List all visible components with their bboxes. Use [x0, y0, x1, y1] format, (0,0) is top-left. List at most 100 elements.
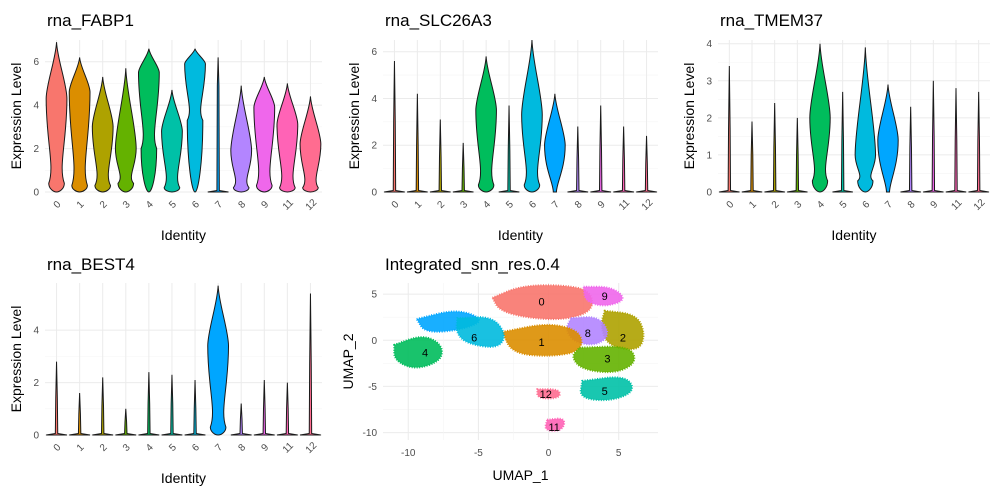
x-tick-label: 0: [390, 199, 402, 211]
violin-9: [253, 76, 276, 193]
violin-4: [475, 56, 497, 193]
y-axis-label: Expression Level: [346, 63, 362, 170]
violin-5: [161, 89, 183, 193]
violin-6: [184, 379, 206, 436]
violin-2: [91, 76, 114, 193]
violin-5: [832, 91, 853, 193]
y-tick-label: 2: [33, 144, 39, 155]
panel-4: Integrated_snn_res.0.4-10-505-10 -5 0 501 23…: [340, 255, 658, 483]
x-tick-label: 7: [213, 199, 225, 211]
x-tick-label: 5: [167, 442, 179, 454]
cluster-cloud-6: [455, 316, 505, 348]
y-tick-label: 4: [706, 39, 712, 50]
violin-12: [636, 135, 657, 193]
x-tick-label: 12: [304, 197, 320, 213]
violin-0: [46, 361, 68, 436]
x-tick-label: 12: [972, 197, 988, 213]
violin-12: [299, 96, 322, 193]
cluster-cloud-3: [572, 345, 636, 374]
violin-4: [137, 48, 160, 193]
x-tick-label: 6: [861, 199, 873, 211]
x-axis-label: Identity: [161, 227, 206, 243]
x-tick-label: 6: [527, 199, 539, 211]
y-tick-label: 3: [706, 76, 712, 87]
cluster-label: 0: [538, 296, 544, 308]
x-tick-label: 8: [573, 199, 585, 211]
violin-8: [567, 126, 589, 193]
cluster-label: 12: [540, 389, 552, 401]
x-tick-label: 9: [259, 199, 271, 211]
x-tick-label: 1: [75, 199, 87, 211]
cluster-label: 8: [585, 328, 591, 340]
x-tick-label: 12: [640, 197, 656, 213]
x-tick-label: 4: [144, 199, 156, 211]
cluster-label: 6: [471, 332, 477, 344]
x-axis-label: Identity: [831, 227, 876, 243]
x-tick-label: -5: [474, 448, 483, 459]
violin-6: [521, 39, 543, 193]
y-axis-label: Expression Level: [8, 63, 24, 170]
violin-12: [968, 91, 989, 193]
panel-title: rna_BEST4: [47, 255, 135, 274]
violin-6: [854, 47, 877, 193]
y-tick-label: 0: [33, 431, 39, 442]
violin-3: [114, 68, 137, 193]
violin-5: [498, 105, 520, 193]
violin-2: [764, 103, 785, 193]
violin-2: [429, 119, 451, 193]
cluster-cloud-5: [579, 376, 634, 402]
violin-3: [452, 142, 474, 193]
violin-9: [923, 80, 944, 193]
x-tick-label: 5: [838, 199, 850, 211]
violin-4: [138, 372, 160, 436]
x-tick-label: 4: [481, 199, 493, 211]
x-tick-label: 8: [236, 199, 248, 211]
y-tick-label: 0: [371, 188, 377, 199]
x-tick-label: 0: [52, 442, 64, 454]
violin-6: [184, 48, 206, 193]
x-axis-label: Identity: [498, 227, 543, 243]
x-tick-label: 8: [906, 199, 918, 211]
violin-3: [115, 408, 137, 436]
x-tick-label: -10: [401, 448, 416, 459]
violin-0: [384, 61, 405, 193]
violin-8: [900, 106, 921, 193]
x-tick-label: 0: [52, 199, 64, 211]
y-tick-label: 2: [371, 141, 377, 152]
x-tick-label: 0: [725, 199, 737, 211]
violin-1: [741, 121, 763, 193]
y-tick-label: 2: [706, 113, 712, 124]
cluster-label: 5: [602, 386, 608, 398]
cluster-cloud-9: [582, 285, 624, 307]
y-tick-label: 6: [33, 57, 39, 68]
violin-7: [877, 84, 899, 193]
cluster-cloud-11: [544, 417, 566, 432]
x-tick-label: 9: [259, 442, 271, 454]
x-tick-label: 3: [793, 199, 805, 211]
x-tick-label: 2: [98, 442, 110, 454]
y-tick-label: 6: [371, 47, 377, 58]
x-tick-label: 9: [929, 199, 941, 211]
x-tick-label: 5: [616, 448, 622, 459]
cluster-label: 2: [620, 332, 626, 344]
violin-1: [68, 57, 91, 193]
y-tick-label: 5: [371, 290, 377, 301]
violin-0: [45, 42, 68, 193]
y-tick-label: 1: [706, 150, 712, 161]
violin-3: [787, 117, 808, 193]
x-tick-label: 11: [617, 197, 632, 212]
x-tick-label: 12: [304, 440, 320, 456]
x-tick-label: 11: [281, 440, 296, 455]
x-tick-label: 9: [596, 199, 608, 211]
cluster-label: 4: [422, 347, 428, 359]
x-tick-label: 7: [550, 199, 562, 211]
y-tick-label: 4: [33, 326, 39, 337]
x-tick-label: 7: [883, 199, 895, 211]
x-tick-label: 3: [458, 199, 470, 211]
cluster-cloud-12: [536, 388, 561, 400]
x-tick-label: 1: [413, 199, 425, 211]
